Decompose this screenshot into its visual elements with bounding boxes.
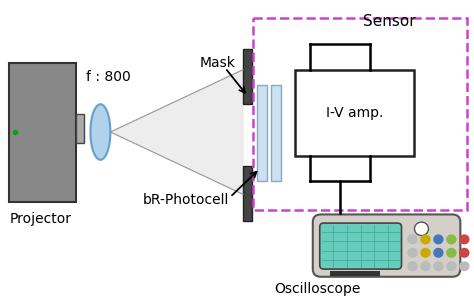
Bar bbox=[76, 114, 84, 143]
FancyBboxPatch shape bbox=[313, 214, 460, 277]
Circle shape bbox=[408, 235, 417, 244]
Text: bR-Photocell: bR-Photocell bbox=[143, 193, 229, 207]
Circle shape bbox=[434, 262, 443, 271]
Text: Mask: Mask bbox=[200, 56, 236, 70]
Circle shape bbox=[447, 262, 456, 271]
Circle shape bbox=[434, 235, 443, 244]
Text: I-V amp.: I-V amp. bbox=[326, 106, 383, 120]
Circle shape bbox=[460, 262, 469, 271]
Text: Oscilloscope: Oscilloscope bbox=[274, 282, 361, 296]
Circle shape bbox=[421, 235, 430, 244]
Text: Sensor: Sensor bbox=[363, 14, 416, 29]
Bar bbox=[271, 85, 281, 181]
Circle shape bbox=[408, 262, 417, 271]
Circle shape bbox=[447, 249, 456, 257]
Circle shape bbox=[460, 235, 469, 244]
Circle shape bbox=[447, 235, 456, 244]
Bar bbox=[257, 85, 267, 181]
Circle shape bbox=[421, 262, 430, 271]
Bar bbox=[330, 271, 380, 276]
Circle shape bbox=[408, 249, 417, 257]
Circle shape bbox=[434, 249, 443, 257]
Bar bbox=[243, 49, 252, 104]
FancyBboxPatch shape bbox=[320, 223, 401, 269]
Bar bbox=[243, 165, 252, 221]
Bar bbox=[9, 63, 76, 202]
Polygon shape bbox=[110, 70, 243, 194]
Circle shape bbox=[460, 249, 469, 257]
Text: f : 800: f : 800 bbox=[86, 70, 131, 84]
Bar bbox=[295, 70, 414, 156]
Text: Projector: Projector bbox=[9, 211, 72, 226]
Circle shape bbox=[414, 222, 428, 236]
Circle shape bbox=[421, 249, 430, 257]
Ellipse shape bbox=[91, 104, 110, 160]
